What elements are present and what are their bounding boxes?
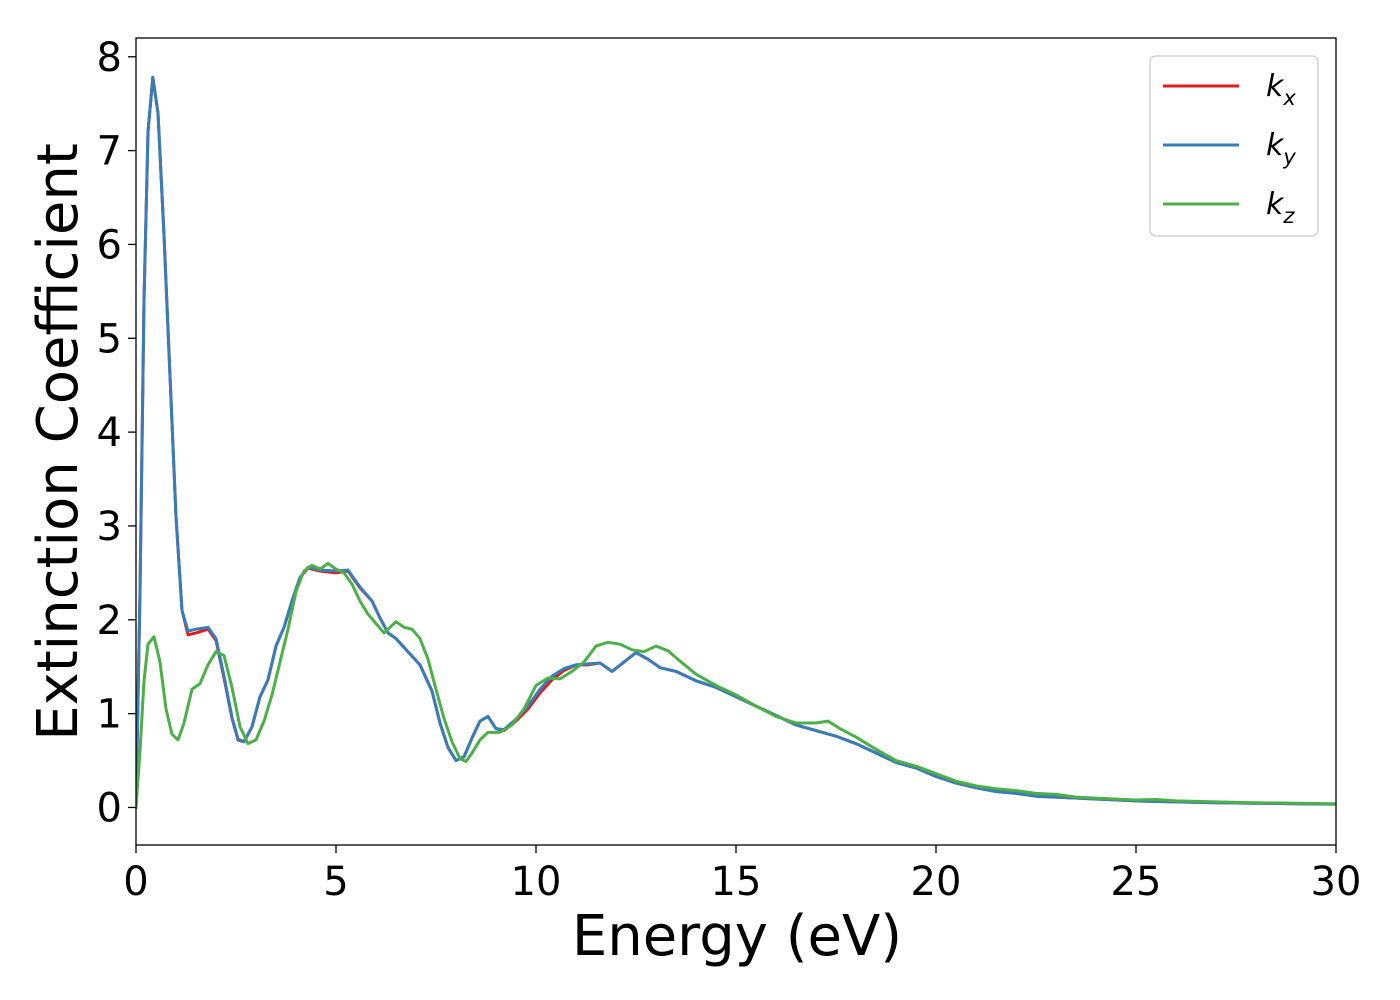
- y-axis-label: Extinction Coefficient: [26, 143, 91, 741]
- y-tick-label: 1: [97, 692, 122, 738]
- series-lines: [136, 75, 1336, 809]
- series-line-ky: [136, 75, 1336, 809]
- x-axis-ticks: 0 5 10 15 20 25 30: [123, 845, 1361, 905]
- y-tick-label: 4: [97, 410, 122, 456]
- x-tick-label: 25: [1111, 859, 1162, 905]
- plot-area: [135, 37, 1337, 846]
- legend: kx ky kz: [1149, 55, 1319, 237]
- y-tick-label: 7: [97, 129, 122, 175]
- x-tick-label: 15: [711, 859, 762, 905]
- y-tick-label: 2: [97, 598, 122, 644]
- x-axis-label: Energy (eV): [572, 904, 902, 969]
- y-tick-label: 5: [97, 316, 122, 362]
- x-tick-label: 10: [511, 859, 562, 905]
- y-axis-ticks: 0 1 2 3 4 5 6 7 8: [97, 35, 136, 831]
- legend-label-kx: kx: [1266, 69, 1296, 110]
- y-tick-label: 0: [97, 785, 122, 831]
- x-tick-label: 5: [323, 859, 348, 905]
- plot-background: [136, 38, 1336, 845]
- legend-label-ky: ky: [1266, 128, 1296, 169]
- y-tick-label: 6: [97, 222, 122, 268]
- legend-label-kz: kz: [1266, 187, 1295, 228]
- y-tick-label: 8: [97, 35, 122, 81]
- x-tick-label: 20: [911, 859, 962, 905]
- y-tick-label: 3: [97, 504, 122, 550]
- series-line-kz: [136, 561, 1336, 809]
- x-tick-label: 30: [1311, 859, 1362, 905]
- x-tick-label: 0: [123, 859, 148, 905]
